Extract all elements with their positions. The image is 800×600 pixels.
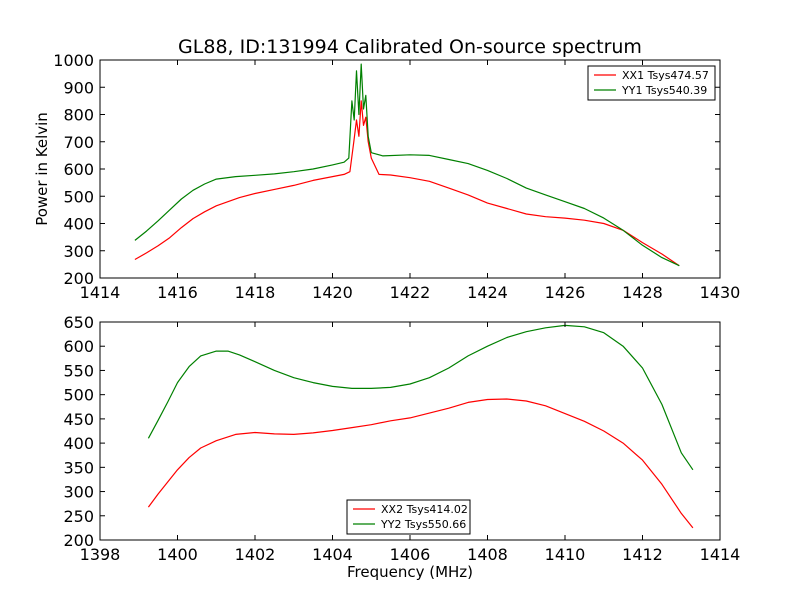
legend-box xyxy=(587,65,716,101)
x-tick-label: 1398 xyxy=(80,545,121,564)
panel-2: 1398 1400 1402 1404 1406 1408 1410 1412 1414 200 2… xyxy=(63,313,740,581)
x-tick-label: 1402 xyxy=(235,545,276,564)
series-line-yy2 xyxy=(147,324,694,471)
x-tick-label: 1412 xyxy=(622,545,663,564)
x-tick-label: 1430 xyxy=(700,283,741,302)
x-axis-label: Frequency (MHz) xyxy=(347,563,473,581)
y-tick-label: 450 xyxy=(63,410,94,429)
legend: XX1 Tsys474.57 YY1 Tsys540.39 xyxy=(587,65,716,101)
x-tick-label: 1420 xyxy=(312,283,353,302)
legend-label: XX1 Tsys474.57 xyxy=(622,69,709,82)
y-tick-label: 500 xyxy=(63,386,94,405)
y-tick-label: 650 xyxy=(63,313,94,332)
legend: XX2 Tsys414.02 YY2 Tsys550.66 xyxy=(346,499,471,535)
y-tick-label: 700 xyxy=(63,133,94,152)
y-tick-label: 900 xyxy=(63,78,94,97)
x-tick-label: 1428 xyxy=(622,283,663,302)
series-line-xx1 xyxy=(134,100,680,267)
y-tick-label: 600 xyxy=(63,337,94,356)
y-tick-label: 400 xyxy=(63,215,94,234)
x-tick-label: 1414 xyxy=(80,283,121,302)
y-tick-label: 400 xyxy=(63,434,94,453)
y-tick-label: 200 xyxy=(63,269,94,288)
x-tick-label: 1416 xyxy=(157,283,198,302)
y-tick-label: 250 xyxy=(63,507,94,526)
x-tick-label: 1410 xyxy=(545,545,586,564)
legend-label: YY1 Tsys540.39 xyxy=(621,84,707,97)
legend-label: XX2 Tsys414.02 xyxy=(381,503,468,516)
x-tick-label: 1414 xyxy=(700,545,741,564)
y-axis-label: Power in Kelvin xyxy=(33,112,51,226)
series-line-xx2 xyxy=(147,398,694,529)
y-tick-label: 500 xyxy=(63,187,94,206)
y-tick-label: 200 xyxy=(63,531,94,550)
x-tick-label: 1418 xyxy=(235,283,276,302)
chart-title: GL88, ID:131994 Calibrated On-source spe… xyxy=(178,36,642,58)
y-tick-label: 550 xyxy=(63,361,94,380)
panel-1: 1414 1416 1418 1420 1422 1424 1426 1428 1430 200 3… xyxy=(33,36,740,302)
x-tick-label: 1404 xyxy=(312,545,353,564)
y-tick-label: 1000 xyxy=(53,51,94,70)
y-tick-label: 600 xyxy=(63,160,94,179)
y-tick-label: 350 xyxy=(63,458,94,477)
x-tick-label: 1400 xyxy=(157,545,198,564)
y-tick-label: 300 xyxy=(63,483,94,502)
x-tick-label: 1408 xyxy=(467,545,508,564)
y-tick-label: 300 xyxy=(63,242,94,261)
x-tick-label: 1426 xyxy=(545,283,586,302)
legend-box xyxy=(346,499,471,535)
x-tick-label: 1422 xyxy=(390,283,431,302)
x-tick-label: 1424 xyxy=(467,283,508,302)
series-line-yy1 xyxy=(134,63,680,267)
legend-label: YY2 Tsys550.66 xyxy=(380,518,466,531)
y-tick-label: 800 xyxy=(63,106,94,125)
x-tick-label: 1406 xyxy=(390,545,431,564)
